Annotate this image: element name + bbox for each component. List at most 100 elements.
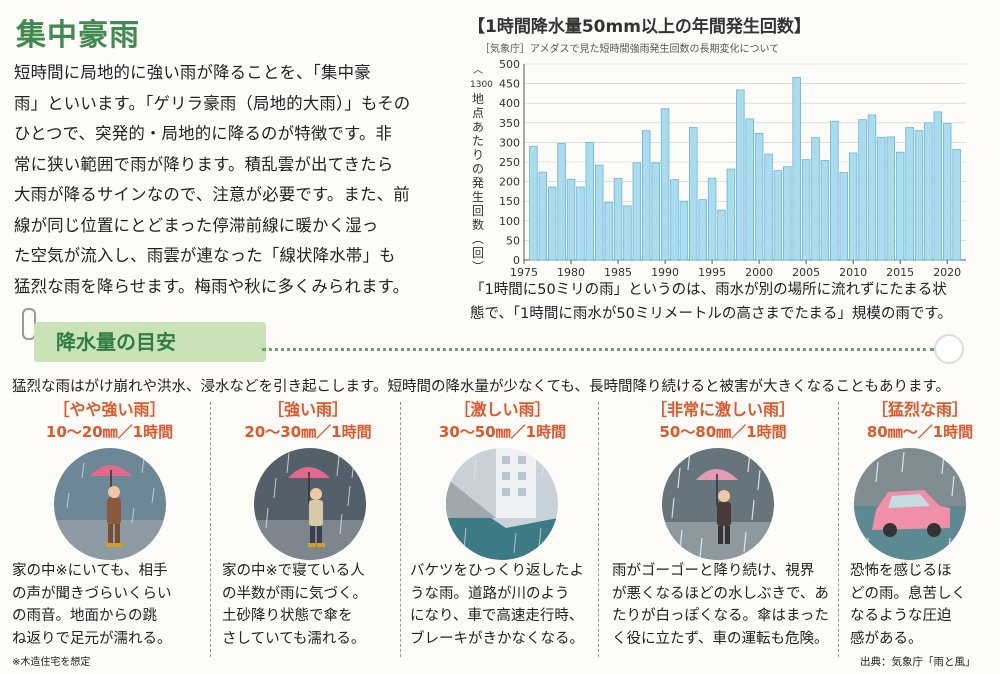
chart-y-axis-label: ︿ 1300 地点あたりの発生回数 ︵ 回 ︶ [470, 65, 493, 274]
footnote: ※木造住宅を想定 [12, 657, 91, 668]
bar [632, 162, 642, 261]
bar [679, 200, 689, 261]
bar [783, 166, 792, 261]
chart-source: ［気象庁］アメダスで見た短時間強雨発生回数の長期変化について [480, 44, 780, 55]
rain-panel-very-intense: ［非常に激しい雨］ 50〜80㎜／1時間 雨がゴーゴーと降り続け、視界 が悪くな… [612, 400, 834, 656]
page-title: 集中豪雨 [16, 18, 140, 53]
bar [745, 118, 754, 261]
y-tick-label: 50 [506, 234, 520, 247]
bar [952, 149, 961, 261]
bar [801, 159, 811, 261]
desc-line: の声が聞きづらいくらい [12, 585, 172, 602]
panel-description: 家の中※で寝ている人 の半数が雨に気づく。 土砂降り状態で傘を さしていても濡れ… [222, 560, 367, 650]
bar [792, 76, 801, 261]
bar [529, 145, 538, 261]
panel-range: 50〜80㎜／1時間 [659, 423, 787, 441]
rain-illustration-icon [662, 448, 774, 560]
panel-description: バケツをひっくり返したよ うな雨。道路が川のよう になり、車で高速走行時、 ブレ… [410, 560, 584, 650]
desc-line: の半数が雨に気づく。 [222, 585, 367, 602]
bar [585, 142, 595, 261]
y-tick-label: 350 [499, 117, 520, 130]
desc-line: の雨音。地面からの跳 [12, 608, 157, 624]
bar [726, 168, 736, 261]
dotted-divider [262, 348, 934, 351]
bar [736, 89, 745, 261]
intro-line: 短時間に局地的に強い雨が降ることを、「集中豪 [14, 63, 371, 82]
bar [566, 178, 576, 261]
y-tick-label: 250 [499, 156, 520, 169]
note-line: 「1時間に50ミリの雨」というのは、雨水が別の場所に流れずにたまる状 [470, 282, 947, 298]
panel-heading: ［非常に激しい雨］ [650, 400, 795, 419]
bar [858, 119, 867, 261]
panel-heading: ［やや強い雨］ [53, 400, 166, 419]
x-tick-label: 2005 [792, 266, 820, 278]
bar [651, 162, 660, 261]
bar [698, 199, 707, 261]
x-tick-label: 1975 [510, 266, 538, 278]
rain-panel-slightly-heavy: ［やや強い雨］ 10〜20㎜／1時間 家の中※にいても、相手 の声が聞きづらいく… [12, 400, 207, 656]
bar [660, 108, 670, 261]
bar [576, 186, 585, 261]
rain-panel-intense: ［激しい雨］ 30〜50㎜／1時間 バケツをひっくり返したよ うな雨。道路が川の… [410, 400, 595, 656]
bar [942, 123, 952, 261]
intro-line: ひとつで、突発的・局地的に降るのが特徴です。非 [14, 124, 393, 143]
bar [848, 152, 858, 261]
x-tick-label: 1980 [557, 266, 585, 278]
rain-panel-torrential: ［猛烈な雨］ 80㎜〜／1時間 恐怖を感じるほ どの雨。息苦しく なるような圧迫… [850, 400, 990, 656]
car-in-flood-icon [854, 448, 966, 560]
bar [924, 122, 933, 261]
desc-line: バケツをひっくり返したよ [410, 563, 584, 579]
chart-y-top: 1300 [470, 80, 493, 90]
bar [820, 160, 830, 261]
panel-range: 10〜20㎜／1時間 [45, 423, 174, 441]
bar [764, 153, 773, 261]
bar [811, 137, 820, 261]
x-tick-label: 2000 [745, 266, 773, 278]
circle-icon [934, 334, 964, 364]
desc-line: たりが白っぽくなる。傘はまった [612, 608, 829, 624]
intro-text: 短時間に局地的に強い雨が降ることを、「集中豪 雨」といいます。「ゲリラ豪雨（局地… [14, 58, 454, 302]
desc-line: 感がある。 [850, 630, 923, 647]
bar [707, 177, 717, 261]
desc-line: 雨がゴーゴーと降り続け、視界 [612, 563, 815, 579]
bar [670, 179, 679, 261]
bar [717, 209, 726, 261]
desc-line: さしていても濡れる。 [222, 630, 366, 647]
bar [604, 201, 613, 261]
panel-divider [598, 402, 599, 657]
panel-description: 家の中※にいても、相手 の声が聞きづらいくらい の雨音。地面からの跳 ね返りで足… [12, 560, 172, 650]
desc-line: 家の中※で寝ている人 [222, 563, 365, 579]
rain-panel-heavy: ［強い雨］ 20〜30㎜／1時間 家の中※で寝ている人 の半数が雨に気づく。 土… [222, 400, 394, 656]
panel-heading: ［猛烈な雨］ [871, 400, 968, 419]
bar [754, 132, 764, 261]
intro-line: 雨」といいます。「ゲリラ豪雨（局地的大雨）」もその [14, 93, 411, 113]
flooded-street-icon [446, 448, 558, 560]
panel-description: 恐怖を感じるほ どの雨。息苦しく なるような圧迫 感がある。 [850, 560, 966, 650]
panel-description: 雨がゴーゴーと降り続け、視界 が悪くなるほどの水しぶきで、あ たりが白っぽくなる… [612, 560, 829, 650]
x-tick-label: 1990 [651, 266, 679, 278]
desc-line: うな雨。道路が川のよう [410, 585, 570, 602]
bar [594, 164, 604, 261]
x-tick-label: 1995 [698, 266, 726, 278]
bar [830, 120, 839, 261]
x-tick-label: 2010 [839, 266, 867, 278]
bar [557, 143, 566, 261]
intro-line: 大雨が降るサインなので、注意が必要です。また、前 [14, 185, 410, 204]
bar [623, 205, 632, 261]
chart-title: 【1時間降水量50mm以上の年間発生回数】 [468, 17, 811, 37]
bar [547, 186, 557, 261]
guide-title: 降水量の目安 [34, 322, 266, 362]
y-tick-label: 100 [499, 215, 520, 228]
y-tick-label: 150 [499, 195, 520, 208]
y-tick-label: 450 [499, 78, 520, 91]
bar [905, 127, 914, 261]
panel-heading: ［強い雨］ [267, 400, 348, 419]
desc-line: どの雨。息苦しく [850, 585, 966, 602]
desc-line: 土砂降り状態で傘を [222, 608, 353, 624]
bar [538, 171, 548, 261]
guide-description: 猛烈な雨はがけ崩れや洪水、浸水などを引き起こします。短時間の降水量が少なくても、… [12, 379, 950, 395]
bar [689, 127, 698, 261]
desc-line: く役に立たず、車の運転も危険。 [612, 630, 829, 647]
rain-illustration-icon [54, 448, 166, 560]
bar [641, 130, 651, 261]
